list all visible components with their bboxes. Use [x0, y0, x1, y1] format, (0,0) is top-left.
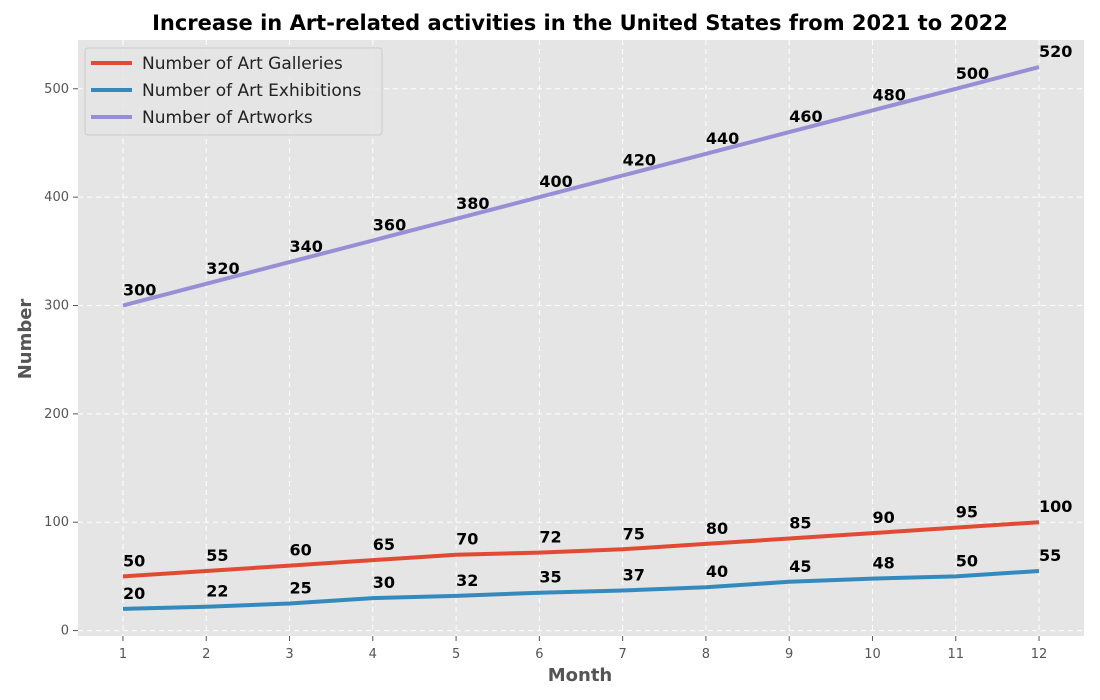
data-label: 48	[872, 554, 894, 573]
y-tick-label: 300	[44, 298, 69, 313]
data-label: 95	[956, 503, 978, 522]
data-label: 40	[706, 562, 728, 581]
x-tick-label: 3	[285, 647, 293, 662]
data-label: 500	[956, 64, 989, 83]
x-tick-label: 1	[119, 647, 127, 662]
x-tick-label: 9	[785, 647, 793, 662]
x-tick-label: 12	[1031, 647, 1048, 662]
data-label: 50	[123, 551, 145, 570]
data-label: 460	[789, 107, 822, 126]
x-tick-label: 10	[864, 647, 881, 662]
data-label: 380	[456, 194, 489, 213]
y-axis-ticks: 0 100 200 300 400 500	[44, 82, 78, 639]
data-label: 420	[623, 150, 656, 169]
x-tick-label: 8	[702, 647, 710, 662]
chart-title: Increase in Art-related activities in th…	[152, 11, 1008, 35]
data-label: 20	[123, 584, 145, 603]
plot-area	[78, 40, 1084, 636]
y-tick-label: 0	[61, 624, 69, 639]
grid	[78, 40, 1084, 636]
series-line-3	[122, 65, 1040, 308]
data-label: 32	[456, 571, 478, 590]
legend-label: Number of Art Galleries	[142, 54, 343, 74]
x-axis-ticks: 1 2 3 4 5 6 7 8 9 10 11 12	[119, 636, 1047, 662]
x-tick-label: 11	[947, 647, 964, 662]
x-axis-label: Month	[548, 665, 613, 686]
x-tick-label: 4	[369, 647, 377, 662]
y-tick-label: 200	[44, 407, 69, 422]
series-lines	[122, 65, 1040, 611]
legend-label: Number of Art Exhibitions	[142, 81, 362, 101]
data-label: 30	[373, 573, 395, 592]
data-label: 320	[206, 259, 239, 278]
data-label: 45	[789, 557, 811, 576]
data-label: 72	[539, 528, 561, 547]
data-label: 400	[539, 172, 572, 191]
x-tick-label: 5	[452, 647, 460, 662]
data-labels: 50 55 60 65 70 72 75 80 85 90 95 100 20 22 25 30 32 35 37 4…	[123, 42, 1072, 603]
y-tick-label: 400	[44, 190, 69, 205]
data-label: 50	[956, 551, 978, 570]
data-label: 480	[872, 85, 905, 104]
x-tick-label: 2	[202, 647, 210, 662]
data-label: 100	[1039, 497, 1072, 516]
series-line-1	[122, 520, 1040, 579]
data-label: 55	[1039, 546, 1061, 565]
data-label: 75	[623, 524, 645, 543]
data-label: 90	[872, 508, 894, 527]
legend: Number of Art Galleries Number of Art Exh…	[84, 47, 383, 136]
data-label: 35	[539, 568, 561, 587]
y-tick-label: 500	[44, 82, 69, 97]
data-label: 70	[456, 530, 478, 549]
data-label: 360	[373, 215, 406, 234]
data-label: 300	[123, 280, 156, 299]
data-label: 37	[623, 565, 645, 584]
data-label: 55	[206, 546, 228, 565]
data-label: 85	[789, 513, 811, 532]
legend-label: Number of Artworks	[142, 108, 313, 128]
data-label: 25	[290, 578, 312, 597]
data-label: 80	[706, 519, 728, 538]
legend-box	[84, 47, 383, 136]
data-label: 60	[290, 541, 312, 560]
data-label: 65	[373, 535, 395, 554]
x-tick-label: 7	[618, 647, 626, 662]
data-label: 340	[290, 237, 323, 256]
data-label: 520	[1039, 42, 1072, 61]
y-tick-label: 100	[44, 515, 69, 530]
x-tick-label: 6	[535, 647, 543, 662]
series-line-2	[122, 569, 1040, 611]
data-label: 440	[706, 129, 739, 148]
y-axis-label: Number	[15, 299, 36, 380]
data-label: 22	[206, 582, 228, 601]
